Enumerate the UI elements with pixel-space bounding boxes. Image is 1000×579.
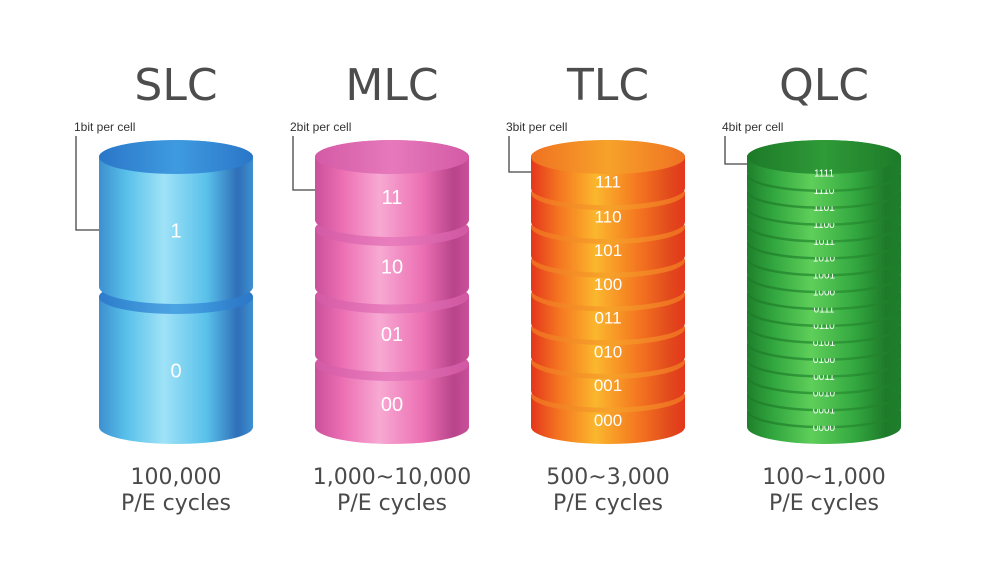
cell-level-label: 001: [594, 376, 622, 395]
cell-level-label: 1011: [813, 237, 835, 248]
cell-level-label: 01: [381, 324, 403, 346]
pe-cycles-unit-qlc: P/E cycles: [769, 491, 879, 516]
cell-level-label: 00: [381, 394, 403, 416]
cell-layer: [99, 280, 253, 444]
cell-layer: [99, 140, 253, 304]
cylinder-top: [531, 140, 685, 174]
pe-cycles-unit-mlc: P/E cycles: [337, 491, 447, 516]
cell-level-label: 000: [594, 411, 622, 430]
column-title-mlc: MLC: [345, 60, 438, 111]
pe-cycles-unit-tlc: P/E cycles: [553, 491, 663, 516]
cell-level-label: 1111: [814, 169, 834, 180]
cell-level-label: 0001: [813, 406, 836, 417]
cell-level-label: 0000: [813, 423, 836, 434]
pe-cycles-value-slc: 100,000: [131, 465, 222, 490]
cell-level-label: 1101: [813, 203, 835, 214]
cell-level-label: 0110: [813, 321, 835, 332]
column-title-qlc: QLC: [779, 60, 869, 111]
cell-level-label: 1010: [813, 254, 836, 265]
cell-level-label: 010: [594, 342, 622, 361]
cell-level-label: 1001: [813, 271, 836, 282]
bits-per-cell-label-slc: 1bit per cell: [74, 120, 135, 134]
cell-level-label: 1100: [813, 220, 835, 231]
column-tlc: TLC 3bit per cell 000 001 010 011 100 101 110 1…: [506, 60, 685, 516]
cell-level-label: 101: [594, 241, 622, 260]
cell-level-label: 0100: [813, 355, 836, 366]
cell-stack-tlc: 000 001 010 011 100 101 110 111: [531, 140, 685, 444]
cylinder-top: [315, 140, 469, 174]
pe-cycles-unit-slc: P/E cycles: [121, 491, 231, 516]
cell-level-label: 10: [381, 257, 403, 279]
bits-per-cell-label-qlc: 4bit per cell: [722, 120, 783, 134]
pe-cycles-value-tlc: 500~3,000: [546, 465, 669, 490]
cell-stack-mlc: 00 01 10 11: [315, 140, 469, 444]
cell-level-label: 1000: [813, 287, 836, 298]
pe-cycles-value-mlc: 1,000~10,000: [313, 465, 471, 490]
cell-level-label: 1110: [814, 186, 835, 197]
column-slc: SLC 1bit per cell 01 100,000 P/E cycles: [74, 60, 253, 516]
leader-line-mlc: [292, 136, 316, 191]
cell-level-label: 1: [170, 220, 181, 242]
cell-level-label: 11: [382, 187, 403, 209]
column-title-tlc: TLC: [566, 60, 649, 111]
bits-per-cell-label-tlc: 3bit per cell: [506, 120, 567, 134]
cylinder-top: [747, 140, 901, 174]
cell-level-label: 011: [594, 309, 621, 328]
column-title-slc: SLC: [134, 60, 217, 111]
cell-stack-slc: 01: [99, 140, 253, 444]
cell-level-label: 111: [595, 172, 621, 191]
cell-level-label: 0010: [813, 389, 836, 400]
cell-level-label: 0011: [813, 372, 835, 383]
cell-stack-qlc: 0000 0001 0010 0011 0100 0101 0110 0111 1000 1001…: [747, 140, 901, 444]
cell-level-label: 110: [594, 207, 621, 226]
cell-level-label: 0: [170, 360, 181, 382]
cell-level-label: 0111: [814, 304, 835, 315]
cell-level-label: 0101: [813, 338, 836, 349]
leader-line-tlc: [508, 136, 532, 173]
cell-level-label: 100: [594, 275, 622, 294]
leader-line-slc: [75, 136, 100, 231]
pe-cycles-value-qlc: 100~1,000: [762, 465, 885, 490]
bits-per-cell-label-mlc: 2bit per cell: [290, 120, 351, 134]
column-qlc: QLC 4bit per cell 0000 0001 0010 0011 0100 01…: [722, 60, 901, 516]
cylinder-top: [99, 140, 253, 174]
leader-line-qlc: [724, 136, 748, 165]
